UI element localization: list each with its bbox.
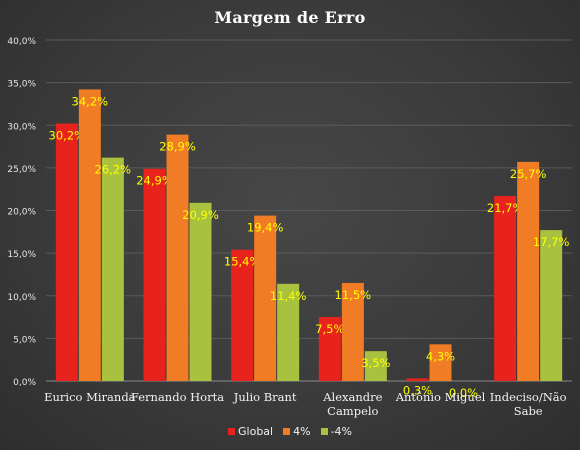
data-label: 26,2% (95, 163, 132, 177)
legend-swatch (228, 428, 236, 435)
bar-4-2 (277, 283, 300, 381)
y-tick-label: 35,0% (7, 80, 36, 90)
bar-4-0 (78, 89, 101, 381)
y-tick-label: 10,0% (7, 293, 36, 303)
data-label: 7,5% (315, 322, 344, 336)
data-label: 11,5% (335, 288, 372, 302)
legend-item: Global (228, 425, 273, 438)
y-tick-label: 30,0% (7, 122, 36, 132)
bar-Global-2 (231, 249, 254, 381)
data-label: 3,5% (361, 356, 390, 370)
data-label: 19,4% (247, 221, 284, 235)
data-label: 11,4% (270, 289, 307, 303)
x-tick-label: Indeciso/Não (490, 390, 567, 404)
x-tick-label: Julio Brant (233, 390, 297, 404)
data-label: 20,9% (182, 208, 219, 222)
bar-4-3 (341, 282, 364, 381)
bar-4-0 (101, 157, 124, 381)
bar-4-5 (540, 230, 563, 381)
x-tick-label: Eurico Miranda (44, 390, 136, 404)
data-label: 17,7% (533, 235, 570, 249)
bar-4-5 (517, 161, 540, 381)
x-tick-label: Sabe (514, 404, 543, 418)
data-label: 0,3% (403, 383, 432, 397)
bar-Global-1 (143, 168, 166, 381)
chart-title: Margem de Erro (214, 8, 366, 27)
data-label: 28,9% (159, 140, 196, 154)
bar-Global-5 (494, 196, 517, 381)
bar-4-1 (189, 202, 212, 381)
y-tick-label: 40,0% (7, 37, 36, 47)
bar-Global-0 (55, 123, 78, 382)
data-label: 24,9% (136, 174, 173, 188)
data-label: 4,3% (426, 349, 455, 363)
data-label: 30,2% (49, 129, 86, 143)
legend-swatch (320, 428, 328, 435)
legend-swatch (283, 428, 291, 435)
data-label: 25,7% (510, 167, 547, 181)
y-tick-label: 25,0% (7, 165, 36, 175)
legend-item: 4% (283, 425, 311, 438)
bar-4-1 (166, 134, 189, 381)
chart-legend: Global 4% -4% (0, 425, 580, 438)
data-label: 0,0% (449, 386, 478, 400)
bar-Global-3 (318, 317, 341, 381)
data-label: 21,7% (487, 201, 524, 215)
y-tick-label: 5,0% (13, 335, 36, 345)
bar-4-2 (254, 215, 277, 381)
bar-Global-4 (406, 378, 429, 381)
x-tick-label: Campelo (327, 404, 378, 418)
y-tick-label: 0,0% (13, 378, 36, 388)
bar-4-4 (429, 344, 452, 381)
legend-label: Global (238, 425, 274, 438)
legend-item: -4% (320, 425, 352, 438)
data-label: 34,2% (72, 94, 109, 108)
x-tick-label: Alexandre (322, 390, 382, 404)
legend-label: 4% (293, 425, 311, 438)
x-tick-label: Fernando Horta (131, 390, 224, 404)
legend-label: -4% (330, 425, 352, 438)
x-tick-label: Antônio Miguel (395, 390, 486, 404)
bar-4-3 (364, 351, 387, 381)
y-tick-label: 15,0% (7, 250, 36, 260)
data-label: 15,4% (224, 255, 261, 269)
y-tick-label: 20,0% (7, 208, 36, 218)
